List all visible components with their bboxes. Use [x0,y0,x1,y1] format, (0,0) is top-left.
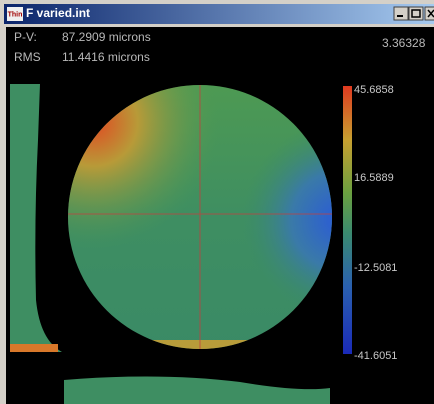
window-title: F varied.int [26,6,90,20]
app-window: Thin F varied.int P-V: 87.2909 microns R… [0,0,434,404]
scale-label: 16.5889 [354,172,394,184]
scale-label: 45.6858 [354,84,394,96]
scale-label: -41.6051 [354,350,397,362]
pv-label: P-V: [14,30,37,44]
minimize-button[interactable] [394,7,408,20]
scale-label: -12.5081 [354,262,397,274]
rms-value: 11.4416 microns [62,50,150,64]
color-bar [343,86,352,354]
page: {"window": {"icon": "Thin", "title": "F … [0,0,434,404]
rms-label: RMS [14,50,41,64]
window-buttons [394,7,434,20]
window-border [0,0,6,404]
close-button[interactable] [425,7,434,20]
side-map-edge [10,344,58,352]
app-icon-text: Thin [8,11,23,18]
pv-value: 87.2909 microns [62,30,151,44]
corner-value: 3.36328 [382,36,426,50]
maximize-button[interactable] [409,7,423,20]
